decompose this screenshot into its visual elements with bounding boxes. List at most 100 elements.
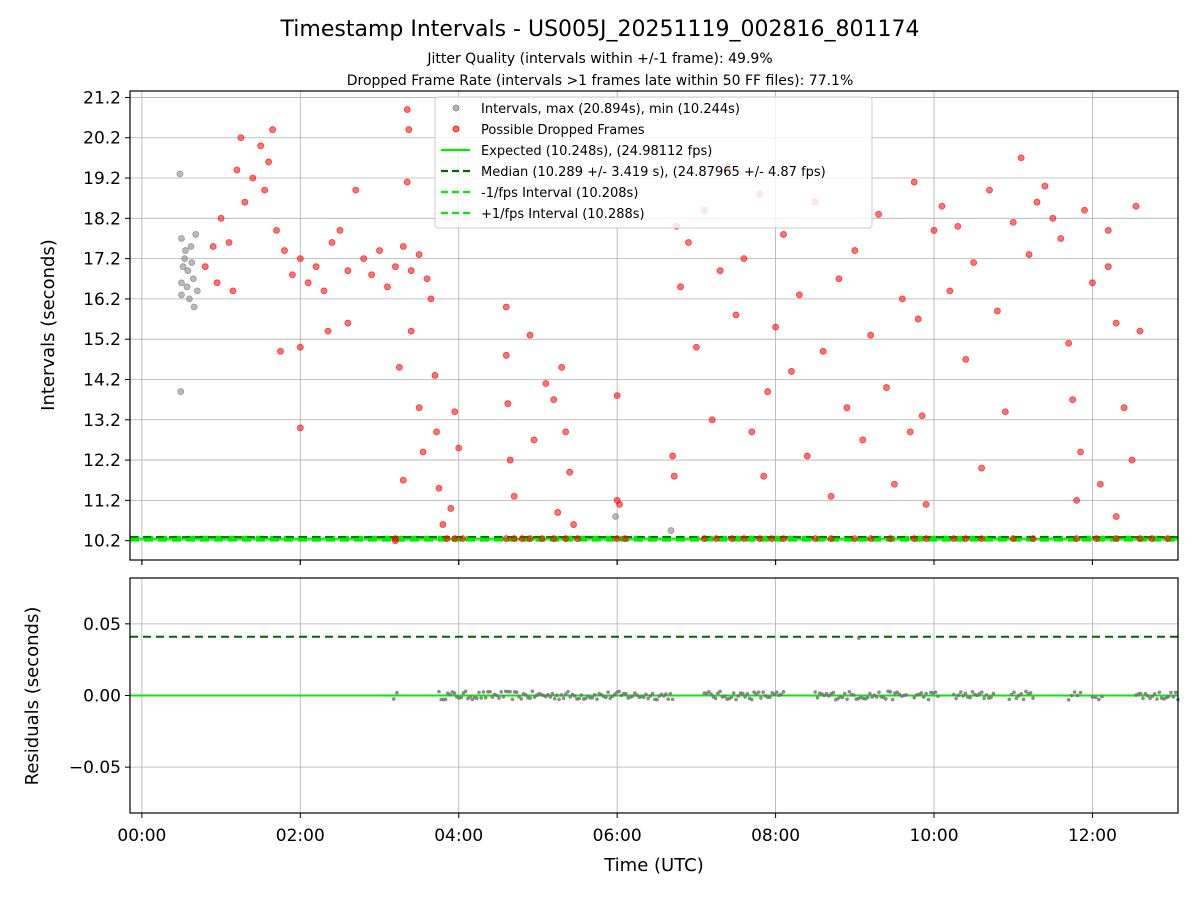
data-point: [728, 535, 736, 543]
data-point: [811, 535, 819, 543]
data-point: [419, 448, 427, 456]
data-point: [1104, 263, 1112, 271]
residual-point: [650, 691, 655, 696]
data-point: [233, 166, 241, 174]
data-point: [566, 468, 574, 476]
data-point: [249, 174, 257, 182]
residual-point: [1169, 690, 1173, 695]
data-point: [677, 283, 684, 291]
data-point: [760, 472, 768, 480]
residual-point: [474, 696, 479, 701]
residual-point: [555, 693, 559, 698]
data-point: [716, 267, 724, 275]
data-point: [740, 255, 748, 263]
residual-point: [666, 697, 670, 701]
residual-point: [1031, 696, 1035, 700]
residual-point: [517, 694, 521, 699]
x-tick-label: 10:00: [910, 826, 959, 846]
data-point: [384, 283, 391, 291]
legend-label: Intervals, max (20.894s), min (10.244s): [481, 102, 740, 117]
residual-point: [984, 693, 989, 697]
residual-point: [1069, 693, 1074, 698]
data-point: [229, 287, 237, 295]
data-point: [1069, 396, 1077, 404]
data-point: [506, 456, 514, 464]
data-point: [304, 279, 312, 287]
data-point: [261, 186, 269, 194]
data-point: [395, 364, 403, 371]
legend-item: Intervals, max (20.894s), min (10.244s): [452, 102, 740, 117]
x-axis-label: Time (UTC): [603, 855, 704, 876]
data-point: [415, 251, 423, 258]
legend-item: -1/fps Interval (10.208s): [441, 186, 638, 201]
data-point: [843, 404, 851, 412]
data-point: [748, 428, 756, 436]
data-point: [550, 535, 558, 543]
residual-point: [912, 695, 917, 700]
residual-point: [670, 697, 675, 702]
residual-point: [508, 689, 512, 694]
data-point: [883, 384, 890, 391]
data-point: [1136, 327, 1144, 335]
residual-point: [734, 697, 738, 702]
data-point: [827, 492, 835, 500]
top-plot-frame: [129, 90, 1179, 561]
data-point: [407, 267, 415, 275]
data-point: [451, 408, 459, 416]
data-point: [692, 343, 700, 351]
residual-point: [707, 690, 711, 694]
data-point: [819, 347, 827, 355]
data-point: [1112, 319, 1120, 327]
legend-item: Expected (10.248s), (24.98112 fps): [441, 144, 712, 159]
data-point: [1136, 535, 1144, 543]
data-point: [954, 222, 962, 230]
legend-label: Median (10.289 +/- 3.419 s), (24.87965 +…: [481, 165, 826, 180]
legend-marker: [452, 104, 460, 112]
data-point: [504, 400, 512, 408]
data-point: [827, 535, 835, 543]
residual-point: [592, 693, 597, 697]
top-axes: 10.2 11.2 12.2 13.2 14.2 15.2 16.2 17.2 18.2 19.2…: [38, 88, 1179, 565]
data-point: [1089, 279, 1096, 287]
residual-point: [954, 696, 958, 701]
legend-box: [434, 96, 873, 229]
residual-point: [1148, 696, 1152, 701]
residual-point: [1157, 690, 1162, 695]
top-y-tick-label: 18.2: [83, 209, 121, 229]
residual-point: [874, 695, 879, 699]
data-point: [1041, 182, 1049, 190]
data-point: [780, 535, 787, 543]
bottom-axes: 00:00 02:00 04:00 06:00 08:00 10:00 12:00 0.05 0…: [22, 560, 1180, 876]
data-point: [177, 388, 185, 395]
data-point: [740, 535, 748, 543]
data-point: [1128, 456, 1136, 464]
data-point: [1017, 154, 1025, 162]
residual-point: [510, 697, 515, 702]
data-point: [1112, 535, 1120, 543]
residual-point: [745, 691, 750, 696]
residual-point: [395, 690, 399, 695]
residual-point: [1012, 690, 1016, 694]
data-point: [433, 428, 440, 436]
legend: Intervals, max (20.894s), min (10.244s) P…: [434, 96, 873, 229]
data-point: [407, 327, 415, 335]
residual-point: [865, 695, 870, 700]
residual-point: [963, 691, 968, 696]
data-point: [978, 535, 985, 543]
residual-point: [761, 690, 765, 695]
data-point: [193, 287, 201, 295]
data-point: [281, 247, 288, 254]
residual-point: [655, 697, 659, 702]
residual-point: [550, 691, 555, 696]
residual-point: [459, 695, 463, 700]
data-point: [184, 267, 192, 275]
top-y-tick-label: 21.2: [83, 88, 121, 108]
legend-label: -1/fps Interval (10.208s): [481, 186, 638, 201]
x-tick-label: 12:00: [1068, 826, 1117, 846]
residual-point: [968, 695, 972, 700]
residual-point: [519, 697, 524, 701]
data-point: [1025, 251, 1033, 258]
data-point: [930, 227, 938, 234]
residual-point: [590, 695, 595, 700]
